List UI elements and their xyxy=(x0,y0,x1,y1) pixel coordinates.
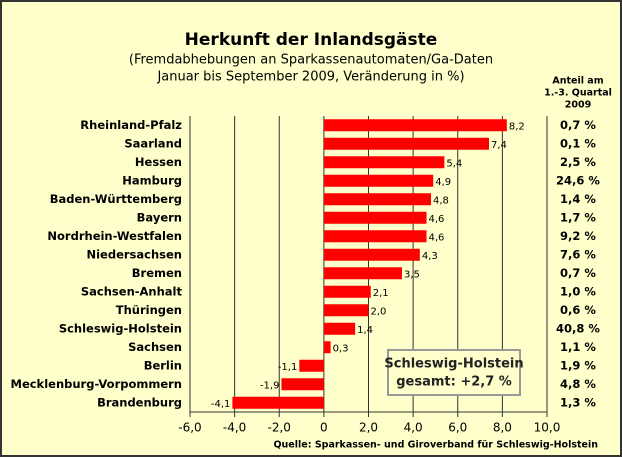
share-label: 4,8 % xyxy=(560,377,596,391)
y-tick-label: Rheinland-Pfalz xyxy=(80,118,182,132)
y-tick-label: Niedersachsen xyxy=(86,247,182,261)
value-label: 4,6 xyxy=(429,214,445,225)
bar xyxy=(323,304,369,317)
subtitle: Januar bis September 2009, Veränderung i… xyxy=(156,70,464,85)
y-tick-label: Mecklenburg-Vorpommern xyxy=(11,377,183,391)
bar xyxy=(323,156,445,169)
y-tick-label: Baden-Württemberg xyxy=(50,192,182,206)
bar xyxy=(323,285,371,298)
share-header: 1.-3. Quartal xyxy=(544,88,612,99)
share-label: 7,6 % xyxy=(560,247,596,261)
bar xyxy=(323,267,402,280)
x-tick-label: 2,0 xyxy=(359,421,378,435)
x-tick-label: -4,0 xyxy=(223,421,246,435)
value-label: 1,4 xyxy=(357,325,373,336)
share-label: 1,7 % xyxy=(560,210,596,224)
value-label: 3,5 xyxy=(404,269,420,280)
value-label: 2,1 xyxy=(373,288,389,299)
bar xyxy=(323,211,427,224)
y-tick-label: Nordrhein-Westfalen xyxy=(47,229,182,243)
x-tick-label: 6,0 xyxy=(448,421,467,435)
bar xyxy=(299,359,324,372)
share-label: 1,1 % xyxy=(560,340,596,354)
value-label: 8,2 xyxy=(509,121,525,132)
share-label: 9,2 % xyxy=(560,229,596,243)
bar xyxy=(323,119,507,132)
y-tick-label: Brandenburg xyxy=(97,395,182,409)
value-label: 4,6 xyxy=(429,232,445,243)
y-tick-label: Saarland xyxy=(124,136,182,150)
bar xyxy=(323,248,420,261)
bar xyxy=(323,174,434,187)
share-label: 0,7 % xyxy=(560,266,596,280)
share-label: 24,6 % xyxy=(556,173,600,187)
bar xyxy=(323,341,331,354)
value-label: 4,9 xyxy=(435,177,451,188)
value-label: 2,0 xyxy=(371,306,387,317)
x-tick-label: -2,0 xyxy=(268,421,291,435)
x-tick-label: 4,0 xyxy=(404,421,423,435)
value-label: -4,1 xyxy=(211,399,231,410)
source: Quelle: Sparkassen- und Giroverband für … xyxy=(273,440,598,451)
bar xyxy=(323,322,356,335)
share-label: 2,5 % xyxy=(560,155,596,169)
value-label: 5,4 xyxy=(446,158,462,169)
share-label: 1,3 % xyxy=(560,395,596,409)
share-header: Anteil am xyxy=(552,76,603,87)
value-label: 7,4 xyxy=(491,140,507,151)
value-label: 4,3 xyxy=(422,251,438,262)
y-tick-label: Hamburg xyxy=(122,173,182,187)
share-label: 0,7 % xyxy=(560,118,596,132)
share-label: 1,0 % xyxy=(560,284,596,298)
value-label: -1,9 xyxy=(260,380,280,391)
y-tick-label: Bayern xyxy=(137,210,182,224)
bar xyxy=(323,193,431,206)
share-label: 1,4 % xyxy=(560,192,596,206)
bar xyxy=(281,378,324,391)
annotation: gesamt: +2,7 % xyxy=(396,375,512,390)
x-tick-label: -6,0 xyxy=(178,421,201,435)
share-header: 2009 xyxy=(565,100,591,111)
y-tick-label: Sachsen-Anhalt xyxy=(81,284,183,298)
y-tick-label: Bremen xyxy=(132,266,182,280)
annotation: Schleswig-Holstein xyxy=(384,357,523,372)
y-tick-label: Sachsen xyxy=(128,340,182,354)
share-label: 0,6 % xyxy=(560,303,596,317)
subtitle: (Fremdabhebungen an Sparkassenautomaten/… xyxy=(129,53,493,68)
chart-title: Herkunft der Inlandsgäste xyxy=(185,30,438,50)
share-label: 0,1 % xyxy=(560,136,596,150)
annotation-box xyxy=(387,349,521,396)
value-label: 0,3 xyxy=(333,343,349,354)
y-tick-label: Schleswig-Holstein xyxy=(59,321,182,335)
value-label: 4,8 xyxy=(433,195,449,206)
x-tick-label: 8,0 xyxy=(493,421,512,435)
bar xyxy=(232,396,324,409)
y-tick-label: Thüringen xyxy=(116,303,182,317)
bar xyxy=(323,137,489,150)
y-tick-label: Hessen xyxy=(135,155,182,169)
x-tick-label: 10,0 xyxy=(534,421,561,435)
y-tick-label: Berlin xyxy=(144,358,182,372)
value-label: -1,1 xyxy=(278,362,298,373)
x-tick-label: 0 xyxy=(320,421,328,435)
share-label: 40,8 % xyxy=(556,321,600,335)
bar xyxy=(323,230,427,243)
share-label: 1,9 % xyxy=(560,358,596,372)
